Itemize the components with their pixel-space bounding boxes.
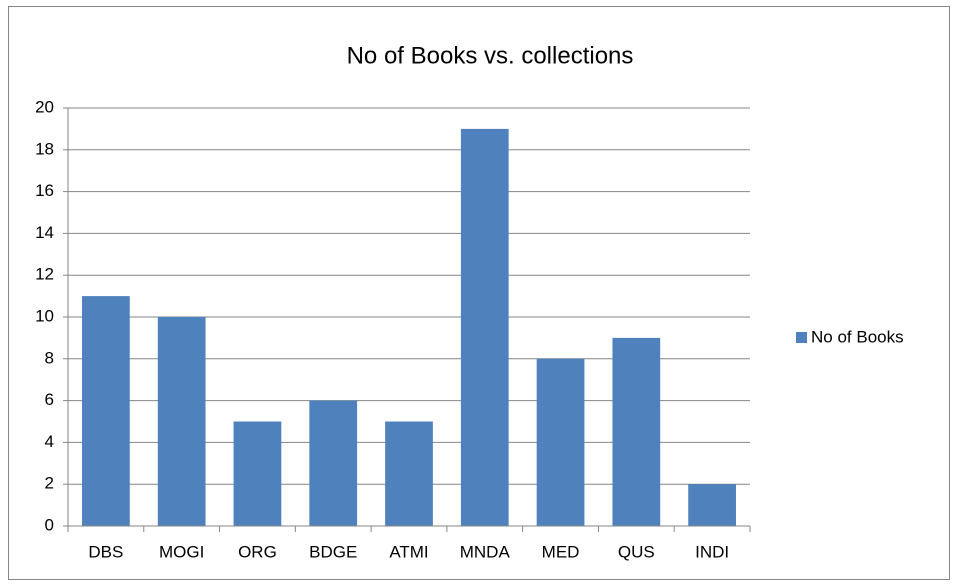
x-tick-label: MED [542,542,580,561]
x-tick-label: ORG [238,542,277,561]
x-tick-label: INDI [695,542,729,561]
y-tick-label: 20 [35,97,54,116]
bar [82,296,130,526]
y-tick-label: 2 [45,474,54,493]
bar [688,484,736,526]
y-tick-label: 18 [35,139,54,158]
y-tick-label: 14 [35,223,54,242]
bar [536,358,585,526]
y-tick-label: 6 [45,390,54,409]
y-tick-label: 12 [35,265,54,284]
x-tick-label: DBS [88,542,123,561]
legend-swatch [796,332,807,343]
x-tick-label: BDGE [309,542,357,561]
legend-label: No of Books [811,327,904,346]
bar [460,128,509,526]
x-tick-label: MNDA [460,542,511,561]
y-tick-label: 4 [45,432,54,451]
bar [309,400,358,526]
chart-title: No of Books vs. collections [347,42,634,69]
x-tick-label: MOGI [159,542,204,561]
bar [612,337,661,526]
y-tick-label: 16 [35,181,54,200]
y-tick-label: 8 [45,348,54,367]
x-tick-label: QUS [618,542,655,561]
bar [157,317,206,526]
y-tick-label: 10 [35,306,54,325]
bar [385,421,433,526]
x-tick-label: ATMI [389,542,428,561]
bar [233,421,282,526]
y-tick-label: 0 [45,515,54,534]
